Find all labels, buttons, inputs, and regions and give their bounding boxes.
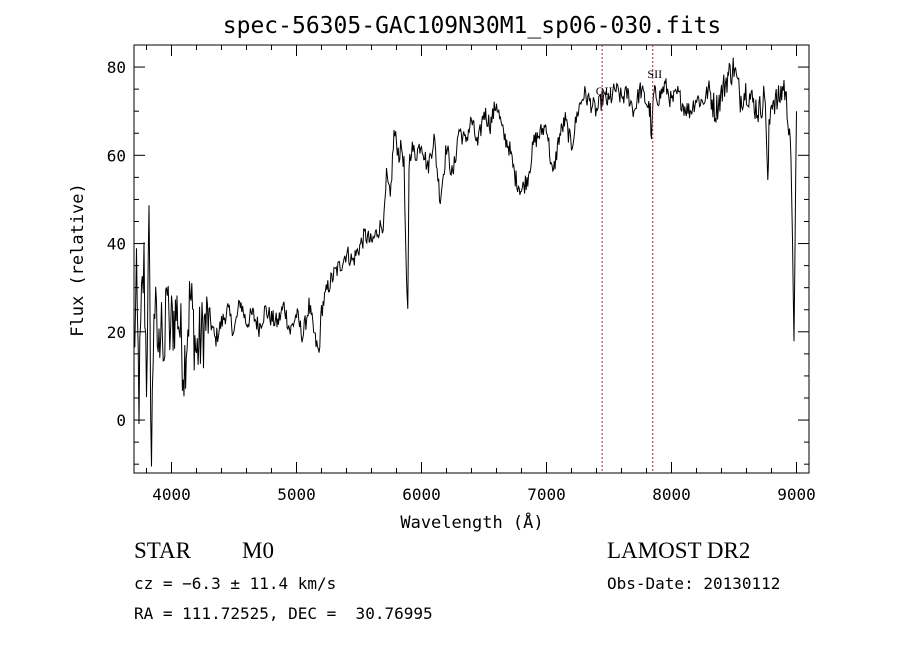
marker-label: OII bbox=[596, 84, 613, 98]
survey-label: LAMOST DR2 bbox=[607, 538, 751, 563]
y-axis-label: Flux (relative) bbox=[68, 183, 88, 337]
x-tick-label: 6000 bbox=[402, 485, 441, 504]
x-tick-label: 7000 bbox=[527, 485, 566, 504]
y-tick-label: 80 bbox=[107, 58, 126, 77]
marker-label: SII bbox=[647, 67, 662, 81]
x-tick-label: 8000 bbox=[652, 485, 691, 504]
plot-frame bbox=[133, 44, 810, 474]
y-tick-label: 40 bbox=[107, 235, 126, 254]
x-tick-label: 9000 bbox=[777, 485, 816, 504]
spectrum-line bbox=[133, 57, 797, 467]
y-tick-label: 0 bbox=[116, 411, 126, 430]
chart-title: spec-56305-GAC109N30M1_sp06-030.fits bbox=[223, 13, 722, 39]
subclass-label: M0 bbox=[242, 538, 274, 563]
class-label: STAR bbox=[134, 538, 191, 563]
y-tick-label: 60 bbox=[107, 146, 126, 165]
y-tick-label: 20 bbox=[107, 323, 126, 342]
x-tick-label: 4000 bbox=[152, 485, 191, 504]
x-tick-label: 5000 bbox=[277, 485, 316, 504]
cz-text: cz = −6.3 ± 11.4 km/s bbox=[134, 574, 337, 593]
coords-text: RA = 111.72525, DEC = 30.76995 bbox=[134, 604, 433, 623]
plot-area: 4000 5000 6000 7000 8000 9000 0 20 40 60 80 OII SII bbox=[107, 44, 816, 504]
x-axis-label: Wavelength (Å) bbox=[400, 511, 543, 533]
obs-date-text: Obs-Date: 20130112 bbox=[607, 574, 781, 593]
